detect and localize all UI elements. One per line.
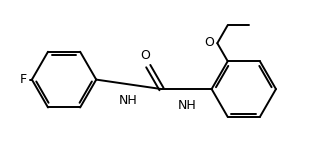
Text: NH: NH: [178, 98, 197, 111]
Text: O: O: [141, 49, 151, 62]
Text: O: O: [204, 36, 214, 49]
Text: F: F: [20, 73, 27, 86]
Text: NH: NH: [119, 94, 137, 107]
